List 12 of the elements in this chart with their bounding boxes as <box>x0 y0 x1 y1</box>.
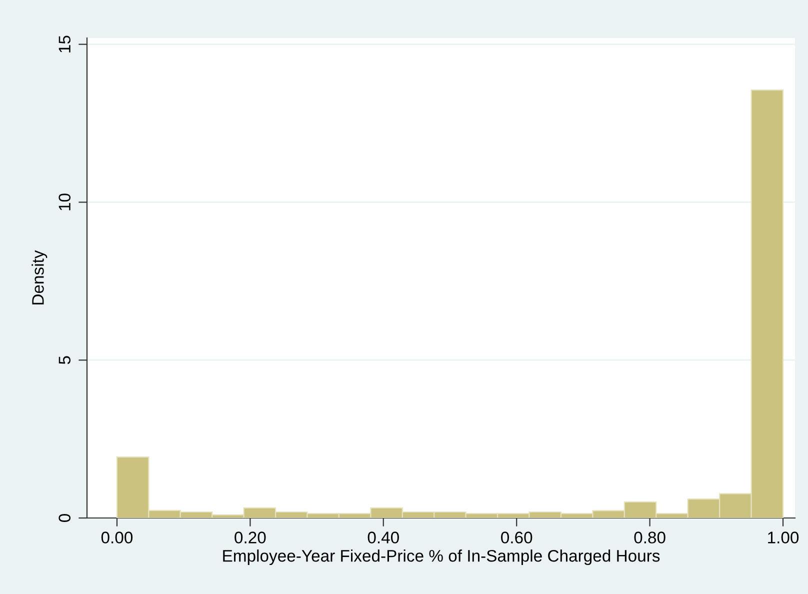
x-tick-label: 1.00 <box>768 532 799 544</box>
y-tick-label: 10 <box>58 194 71 210</box>
y-tick-label: 0 <box>58 514 71 522</box>
x-tick-label: 0.00 <box>101 532 133 544</box>
y-axis-title: Density <box>32 250 48 304</box>
y-tick-label: 5 <box>58 356 71 364</box>
y-tick-label: 15 <box>58 36 71 52</box>
x-tick-label: 0.60 <box>501 532 532 544</box>
x-tick-label: 0.40 <box>368 532 399 544</box>
x-tick-label: 0.80 <box>634 532 666 544</box>
x-axis-title: Employee-Year Fixed-Price % of In-Sample Charged Hours <box>223 550 660 566</box>
x-tick-label: 0.20 <box>234 532 266 544</box>
